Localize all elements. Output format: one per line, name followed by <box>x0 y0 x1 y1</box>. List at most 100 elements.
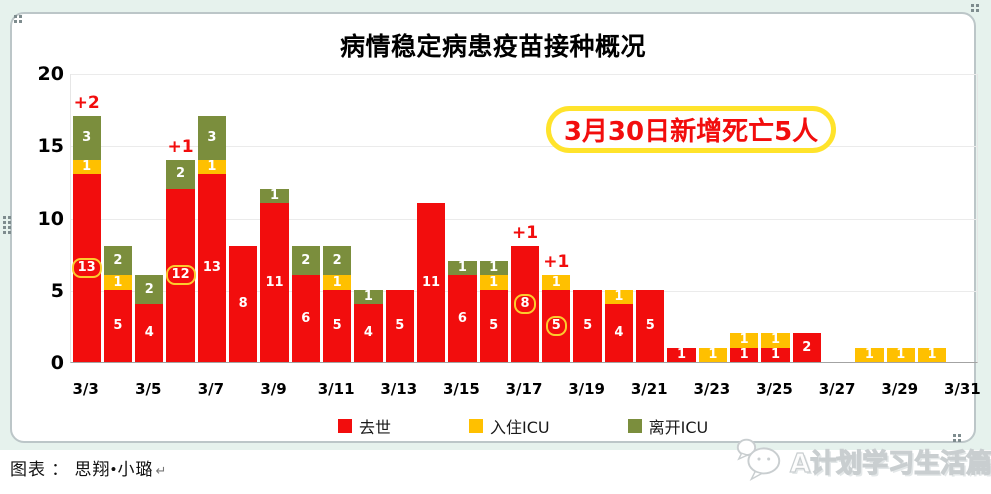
bar-value-label: 5 <box>545 315 567 336</box>
bar-segment-icu_in: 1 <box>886 347 915 362</box>
legend: 去世 入住ICU 离开ICU <box>338 414 708 438</box>
bar-value-label: 1 <box>489 260 499 276</box>
bar-value-label: 5 <box>332 317 342 333</box>
bar-value-label: 1 <box>927 346 937 362</box>
bar-segment-icu_in: 1 <box>479 274 508 290</box>
selection-handle-dots[interactable] <box>3 216 11 234</box>
bar-segment-icu_in: 1 <box>855 347 884 362</box>
legend-item: 入住ICU <box>469 414 550 438</box>
bar-value-label: 1 <box>489 274 499 290</box>
bar-value-label: 1 <box>332 274 342 290</box>
bar-stack: 1 <box>855 347 884 362</box>
watermark: A计划学习生活篇 <box>732 434 991 488</box>
bar-group-3/31 <box>948 74 979 362</box>
bar-group-3/6: 12 2 +1 <box>165 74 196 362</box>
bar-segment-icu_in: 1 <box>604 288 634 305</box>
bar-value-label: 11 <box>265 274 284 290</box>
bar-segment-icu_out: 2 <box>135 275 164 305</box>
bar-group-3/28: 1 <box>854 74 885 362</box>
x-tick-label: 3/3 <box>72 380 99 398</box>
bar-segment-icu_in: 1 <box>761 332 790 348</box>
bar-value-label: 6 <box>301 310 311 326</box>
bar-segment-died: 1 <box>761 346 790 362</box>
caption-text: 图表 ： 思翔•小璐 <box>10 460 154 479</box>
bar-segment-icu_out: 3 <box>197 116 227 160</box>
bar-segment-died: 11 <box>260 203 289 362</box>
x-tick-label: 3/7 <box>197 380 225 398</box>
bar-segment-died: 4 <box>354 304 383 362</box>
bar-value-label: 5 <box>395 317 405 333</box>
bar-segment-died: 8 <box>510 246 540 362</box>
bar-group-3/30: 1 <box>916 74 947 362</box>
bar-value-label: 1 <box>770 346 780 362</box>
bar-segment-icu_out: 1 <box>260 187 289 204</box>
bar-value-label: 5 <box>489 317 499 333</box>
bar-group-3/11: 5 1 2 <box>321 74 352 362</box>
bar-segment-died: 5 <box>479 289 508 362</box>
bar-stack: 8 <box>229 246 258 362</box>
bar-value-label: 2 <box>332 252 342 268</box>
bar-stack: 5 1 2 <box>322 246 352 362</box>
y-axis: 0 5 10 15 20 <box>12 63 64 374</box>
bar-segment-died: 4 <box>135 304 164 362</box>
bar-value-label: 5 <box>645 317 655 333</box>
delta-annotation: +1 <box>511 223 539 244</box>
bar-value-label: 13 <box>202 260 221 276</box>
bar-value-label: 2 <box>802 339 812 355</box>
bar-value-label: 1 <box>207 158 217 174</box>
bar-value-label: 4 <box>363 325 373 341</box>
bar-value-label: 1 <box>739 332 749 348</box>
bar-segment-died: 12 <box>165 188 196 362</box>
bar-value-label: 2 <box>113 252 123 268</box>
bar-group-3/21: 5 <box>635 74 666 362</box>
bar-group-3/26: 2 <box>791 74 822 362</box>
y-tick-label: 10 <box>37 207 64 230</box>
bar-stack: 1 <box>917 346 947 362</box>
x-tick-label: 3/11 <box>317 380 355 398</box>
bar-value-label: 11 <box>422 274 441 290</box>
bar-stack: 13 1 3 <box>197 116 227 362</box>
bar-segment-died: 6 <box>291 275 320 362</box>
x-tick-label: 3/29 <box>881 380 919 398</box>
bar-value-label: 1 <box>269 187 280 203</box>
bar-value-label: 13 <box>71 258 102 279</box>
selection-handle-dots[interactable] <box>14 15 22 23</box>
bar-value-label: 1 <box>363 288 373 304</box>
bar-stack: 12 2 <box>165 159 196 362</box>
bar-value-label: 1 <box>614 288 624 304</box>
legend-item: 去世 <box>338 414 391 438</box>
bar-value-label: 2 <box>176 166 186 182</box>
bar-value-label: 1 <box>770 332 780 348</box>
bar-segment-died: 8 <box>229 246 258 362</box>
bar-value-label: 1 <box>82 158 92 174</box>
bar-stack: 5 1 2 <box>103 246 133 362</box>
resize-handle-dots[interactable] <box>953 434 961 442</box>
bar-segment-died: 4 <box>604 304 634 362</box>
bar-segment-icu_out: 1 <box>448 261 477 276</box>
bar-group-3/17: 8 +1 <box>509 74 540 362</box>
bar-value-label: 8 <box>514 294 536 315</box>
bar-segment-died: 11 <box>416 203 446 362</box>
bar-segment-died: 13 <box>197 174 227 362</box>
x-tick-label: 3/23 <box>693 380 731 398</box>
selection-handle-dots[interactable] <box>971 4 979 12</box>
bar-stack: 1 <box>886 347 915 362</box>
bar-value-label: 2 <box>144 281 154 297</box>
bar-group-3/14: 11 <box>415 74 446 362</box>
x-tick-label: 3/19 <box>568 380 605 398</box>
bar-segment-icu_in: 1 <box>322 274 352 290</box>
watermark-text: A计划学习生活篇 <box>789 448 991 479</box>
bar-value-label: 1 <box>739 346 749 362</box>
bar-segment-died: 5 <box>636 289 665 362</box>
x-tick-label: 3/5 <box>135 380 162 398</box>
